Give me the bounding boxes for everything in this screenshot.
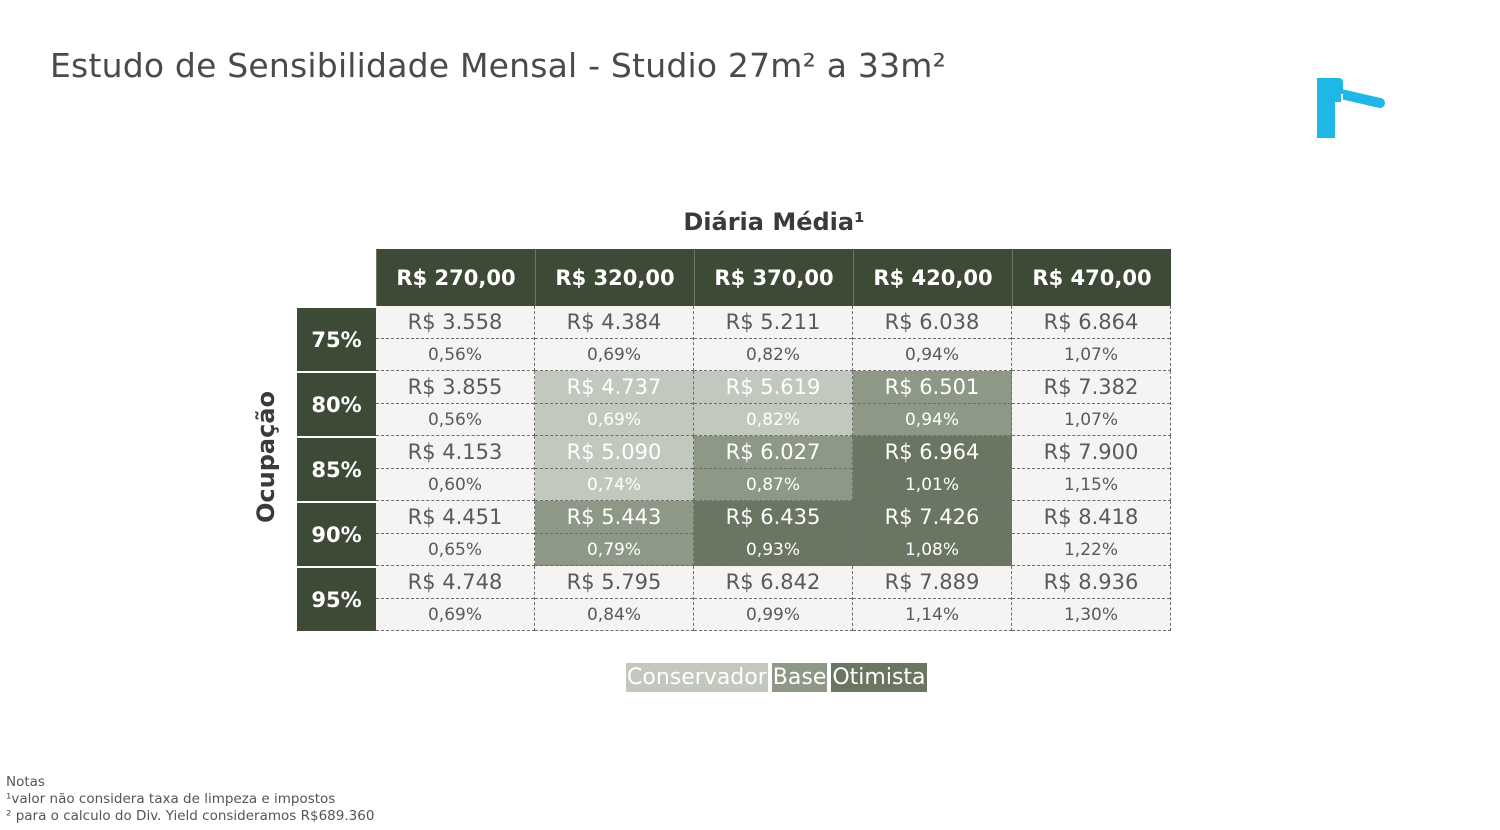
dividend-yield: 1,14% [904,604,959,625]
monthly-revenue: R$ 7.382 [1012,371,1170,404]
dividend-yield: 0,94% [904,409,959,430]
monthly-revenue: R$ 5.211 [694,306,852,339]
dividend-yield: 0,82% [745,344,800,365]
monthly-revenue: R$ 5.795 [535,566,693,599]
sensitivity-table: R$ 270,00 R$ 320,00 R$ 370,00 R$ 420,00 … [297,249,1171,631]
table-cell: R$ 4.748 0,69% [376,566,535,631]
table-cell: R$ 5.090 0,74% [535,436,694,501]
monthly-revenue: R$ 8.418 [1012,501,1170,534]
row-header: 75% [297,306,376,371]
monthly-revenue: R$ 5.090 [535,436,693,469]
note-line: ² para o calculo do Div. Yield considera… [6,808,375,824]
dividend-yield: 0,84% [586,604,641,625]
column-header: R$ 270,00 [376,249,535,306]
legend-base: Base [771,663,828,692]
monthly-revenue: R$ 4.748 [376,566,534,599]
dividend-yield: 0,87% [745,474,800,495]
table-cell: R$ 6.027 0,87% [694,436,853,501]
column-header: R$ 470,00 [1012,249,1171,306]
page-title: Estudo de Sensibilidade Mensal - Studio … [50,46,947,85]
dividend-yield: 0,69% [427,604,482,625]
dividend-yield: 0,82% [745,409,800,430]
row-axis-title: Ocupação [252,391,280,523]
table-cell: R$ 6.842 0,99% [694,566,853,631]
dividend-yield: 0,56% [427,409,482,430]
footnotes: Notas ¹valor não considera taxa de limpe… [6,774,374,825]
table-cell: R$ 4.384 0,69% [535,306,694,371]
monthly-revenue: R$ 3.855 [376,371,534,404]
monthly-revenue: R$ 7.426 [853,501,1011,534]
monthly-revenue: R$ 6.435 [694,501,852,534]
table-cell: R$ 5.443 0,79% [535,501,694,566]
table-cell: R$ 7.382 1,07% [1012,371,1171,436]
monthly-revenue: R$ 4.153 [376,436,534,469]
table-cell: R$ 6.501 0,94% [853,371,1012,436]
table-cell: R$ 6.864 1,07% [1012,306,1171,371]
table-cell: R$ 5.619 0,82% [694,371,853,436]
table-cell: R$ 7.889 1,14% [853,566,1012,631]
legend-conservador: Conservador [626,663,768,692]
monthly-revenue: R$ 7.900 [1012,436,1170,469]
column-axis-title: Diária Média¹ [683,208,865,236]
brand-logo-icon [1317,78,1385,138]
monthly-revenue: R$ 6.842 [694,566,852,599]
dividend-yield: 1,30% [1063,604,1118,625]
note-line: ¹valor não considera taxa de limpeza e i… [6,791,336,807]
dividend-yield: 0,69% [586,344,641,365]
notes-heading: Notas [6,774,45,790]
row-header: 80% [297,371,376,436]
table-cell: R$ 4.451 0,65% [376,501,535,566]
table-corner [297,249,376,306]
dividend-yield: 0,79% [586,539,641,560]
table-cell: R$ 5.795 0,84% [535,566,694,631]
column-header: R$ 370,00 [694,249,853,306]
dividend-yield: 1,07% [1063,344,1118,365]
dividend-yield: 0,99% [745,604,800,625]
scenario-legend: Conservador Base Otimista [626,663,927,692]
monthly-revenue: R$ 8.936 [1012,566,1170,599]
table-cell: R$ 4.153 0,60% [376,436,535,501]
dividend-yield: 1,22% [1063,539,1118,560]
table-cell: R$ 7.900 1,15% [1012,436,1171,501]
table-cell: R$ 3.855 0,56% [376,371,535,436]
monthly-revenue: R$ 5.619 [694,371,852,404]
table-cell: R$ 8.936 1,30% [1012,566,1171,631]
dividend-yield: 0,69% [586,409,641,430]
dividend-yield: 1,07% [1063,409,1118,430]
dividend-yield: 0,60% [427,474,482,495]
dividend-yield: 0,93% [745,539,800,560]
column-header: R$ 420,00 [853,249,1012,306]
row-header: 85% [297,436,376,501]
dividend-yield: 0,74% [586,474,641,495]
table-cell: R$ 6.038 0,94% [853,306,1012,371]
table-cell: R$ 7.426 1,08% [853,501,1012,566]
monthly-revenue: R$ 7.889 [853,566,1011,599]
table-cell: R$ 6.435 0,93% [694,501,853,566]
row-header: 95% [297,566,376,631]
table-cell: R$ 6.964 1,01% [853,436,1012,501]
column-header: R$ 320,00 [535,249,694,306]
monthly-revenue: R$ 5.443 [535,501,693,534]
monthly-revenue: R$ 3.558 [376,306,534,339]
table-cell: R$ 3.558 0,56% [376,306,535,371]
monthly-revenue: R$ 6.964 [853,436,1011,469]
monthly-revenue: R$ 4.451 [376,501,534,534]
dividend-yield: 0,56% [427,344,482,365]
table-cell: R$ 4.737 0,69% [535,371,694,436]
monthly-revenue: R$ 4.384 [535,306,693,339]
legend-otimista: Otimista [831,663,927,692]
monthly-revenue: R$ 6.038 [853,306,1011,339]
dividend-yield: 1,01% [904,474,959,495]
monthly-revenue: R$ 4.737 [535,371,693,404]
dividend-yield: 1,15% [1063,474,1118,495]
dividend-yield: 0,94% [904,344,959,365]
dividend-yield: 1,08% [904,539,959,560]
table-cell: R$ 8.418 1,22% [1012,501,1171,566]
monthly-revenue: R$ 6.864 [1012,306,1170,339]
monthly-revenue: R$ 6.501 [853,371,1011,404]
table-cell: R$ 5.211 0,82% [694,306,853,371]
dividend-yield: 0,65% [427,539,482,560]
monthly-revenue: R$ 6.027 [694,436,852,469]
row-header: 90% [297,501,376,566]
